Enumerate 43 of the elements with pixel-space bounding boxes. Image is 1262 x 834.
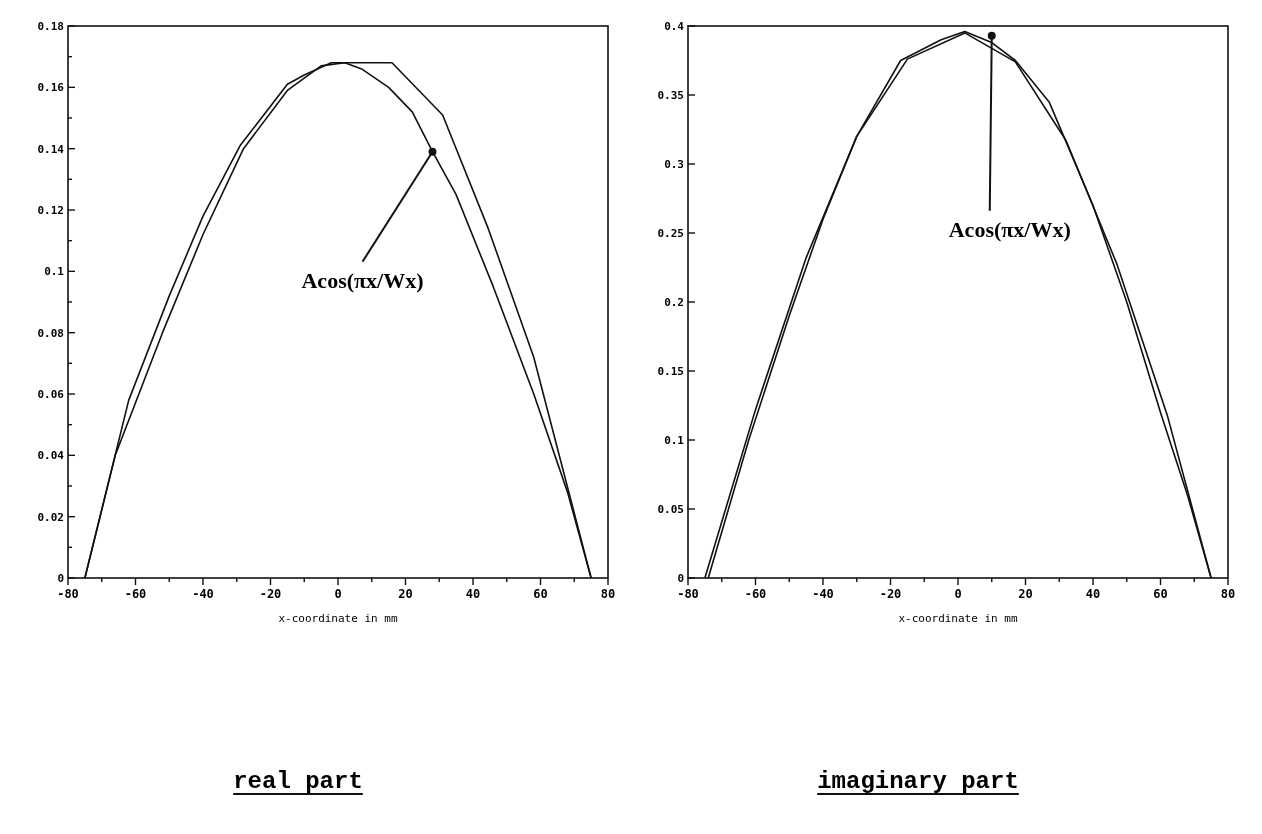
annotation: Acos(πx/Wx) [301,267,424,293]
x-tick-label: 20 [1018,587,1033,601]
y-tick-label: 0.15 [657,365,684,378]
y-tick-label: 0.2 [664,296,684,309]
x-tick-label: 60 [533,587,548,601]
y-tick-label: 0.25 [657,227,684,240]
x-tick-label: 60 [1153,587,1168,601]
y-tick-label: 0.05 [657,503,684,516]
y-tick-label: 0.4 [664,20,685,33]
x-tick-label: -40 [192,587,214,601]
x-tick-label: -40 [812,587,834,601]
y-tick-label: 0.18 [37,20,64,33]
x-tick-label: 80 [600,587,616,601]
x-tick-label: 0 [334,587,342,601]
x-tick-label: 0 [954,587,962,601]
y-tick-label: 0.06 [37,388,65,401]
annotation: Acos(πx/Wx) [948,216,1071,242]
text: imaginary part [817,768,1019,795]
x-axis-title: x-coordinate in mm [278,612,398,625]
y-tick-label: 0 [57,572,64,585]
x-axis-title: x-coordinate in mm [898,612,1018,625]
y-tick-label: 0.35 [657,89,684,102]
y-tick-label: 0.08 [37,326,64,340]
x-tick-label: 40 [465,587,481,601]
x-tick-label: -80 [57,587,79,601]
y-tick-label: 0.16 [37,81,65,95]
y-tick-label: 0.1 [44,265,65,279]
y-tick-label: 0.14 [37,142,65,156]
x-tick-label: -20 [879,587,902,601]
x-tick-label: -60 [124,587,147,601]
text: real part [233,768,363,795]
x-tick-label: -60 [744,587,767,601]
y-tick-label: 0.04 [37,449,65,463]
x-tick-label: 20 [398,587,413,601]
y-tick-label: 0.3 [664,158,684,171]
x-tick-label: 40 [1085,587,1101,601]
x-tick-label: -20 [259,587,282,601]
y-tick-label: 0.02 [37,510,64,524]
y-tick-label: 0.1 [664,434,685,447]
x-tick-label: 80 [1220,587,1236,601]
y-tick-label: 0 [677,572,684,585]
x-tick-label: -80 [677,587,699,601]
y-tick-label: 0.12 [37,204,64,217]
